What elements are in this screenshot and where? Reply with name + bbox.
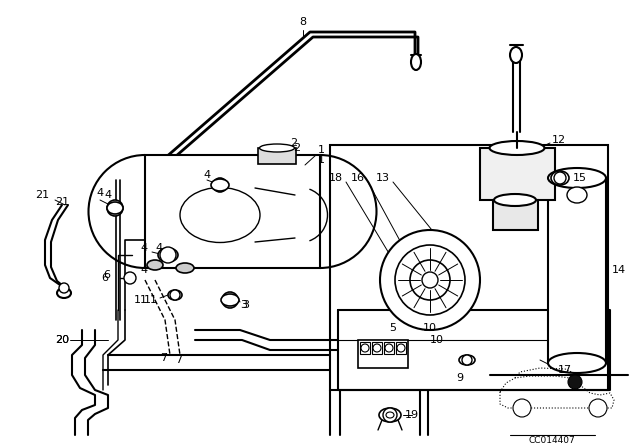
Ellipse shape (551, 171, 569, 185)
Text: 13: 13 (376, 173, 390, 183)
Circle shape (462, 355, 472, 365)
Ellipse shape (379, 408, 401, 422)
Text: 10: 10 (423, 323, 437, 333)
Bar (548, 178, 606, 363)
Circle shape (160, 247, 176, 263)
Ellipse shape (57, 288, 71, 298)
Circle shape (383, 408, 397, 422)
Text: 4: 4 (155, 243, 162, 253)
Text: 2: 2 (293, 143, 300, 153)
Bar (480, 148, 555, 200)
Text: 20: 20 (55, 335, 69, 345)
Text: 12: 12 (552, 135, 566, 145)
Bar (493, 200, 538, 230)
Circle shape (213, 178, 227, 192)
Bar (360, 342, 370, 354)
Circle shape (568, 375, 582, 389)
Ellipse shape (548, 168, 606, 188)
Bar (384, 342, 394, 354)
Text: 14: 14 (612, 265, 626, 275)
Circle shape (361, 344, 369, 352)
Text: 21: 21 (35, 190, 49, 200)
Text: 4: 4 (204, 170, 211, 180)
Ellipse shape (411, 54, 421, 70)
Ellipse shape (147, 260, 163, 270)
Circle shape (385, 344, 393, 352)
Circle shape (589, 399, 607, 417)
Ellipse shape (221, 294, 239, 306)
Circle shape (380, 230, 480, 330)
Bar (330, 145, 608, 390)
Circle shape (395, 245, 465, 315)
Circle shape (397, 344, 405, 352)
Text: 6: 6 (101, 273, 108, 283)
Ellipse shape (107, 202, 123, 214)
Text: 5: 5 (390, 323, 397, 333)
Text: 19: 19 (405, 410, 419, 420)
Ellipse shape (548, 353, 606, 373)
Text: 18: 18 (329, 173, 343, 183)
Text: 3: 3 (240, 300, 247, 310)
Circle shape (222, 292, 238, 308)
Circle shape (422, 272, 438, 288)
Text: CC014407: CC014407 (529, 435, 575, 444)
Text: 4: 4 (104, 190, 111, 200)
Ellipse shape (180, 188, 260, 242)
Ellipse shape (459, 355, 475, 365)
Text: 4: 4 (97, 188, 104, 198)
Text: 2: 2 (290, 138, 297, 148)
Circle shape (124, 272, 136, 284)
Text: 7: 7 (160, 353, 167, 363)
Ellipse shape (510, 47, 522, 63)
Circle shape (107, 200, 123, 216)
Text: 15: 15 (573, 173, 587, 183)
Text: 10: 10 (430, 335, 444, 345)
Bar (372, 342, 382, 354)
Bar (358, 340, 408, 368)
Text: 6: 6 (103, 270, 110, 280)
Text: 1: 1 (318, 155, 325, 165)
Ellipse shape (567, 187, 587, 203)
Ellipse shape (211, 179, 229, 191)
Ellipse shape (176, 263, 194, 273)
Circle shape (410, 260, 450, 300)
Text: 3: 3 (242, 300, 249, 310)
Text: 4: 4 (141, 243, 148, 253)
Text: 8: 8 (300, 17, 307, 27)
Text: 7: 7 (175, 355, 182, 365)
Circle shape (170, 290, 180, 300)
Circle shape (373, 344, 381, 352)
Text: 1: 1 (318, 145, 325, 155)
Text: 16: 16 (351, 173, 365, 183)
Circle shape (554, 172, 566, 184)
Text: 11: 11 (134, 295, 148, 305)
Bar (396, 342, 406, 354)
Ellipse shape (386, 412, 394, 418)
Text: 17: 17 (558, 365, 572, 375)
Circle shape (59, 283, 69, 293)
Ellipse shape (168, 290, 182, 300)
Text: 20: 20 (55, 335, 69, 345)
Circle shape (513, 399, 531, 417)
Text: 4: 4 (141, 265, 148, 275)
Text: 21: 21 (55, 197, 69, 207)
Text: 9: 9 (456, 373, 463, 383)
Ellipse shape (158, 248, 178, 262)
Ellipse shape (259, 144, 294, 152)
Ellipse shape (490, 141, 545, 155)
Text: 11: 11 (144, 295, 158, 305)
Bar (145, 155, 320, 268)
Ellipse shape (494, 194, 536, 206)
Bar (258, 148, 296, 164)
